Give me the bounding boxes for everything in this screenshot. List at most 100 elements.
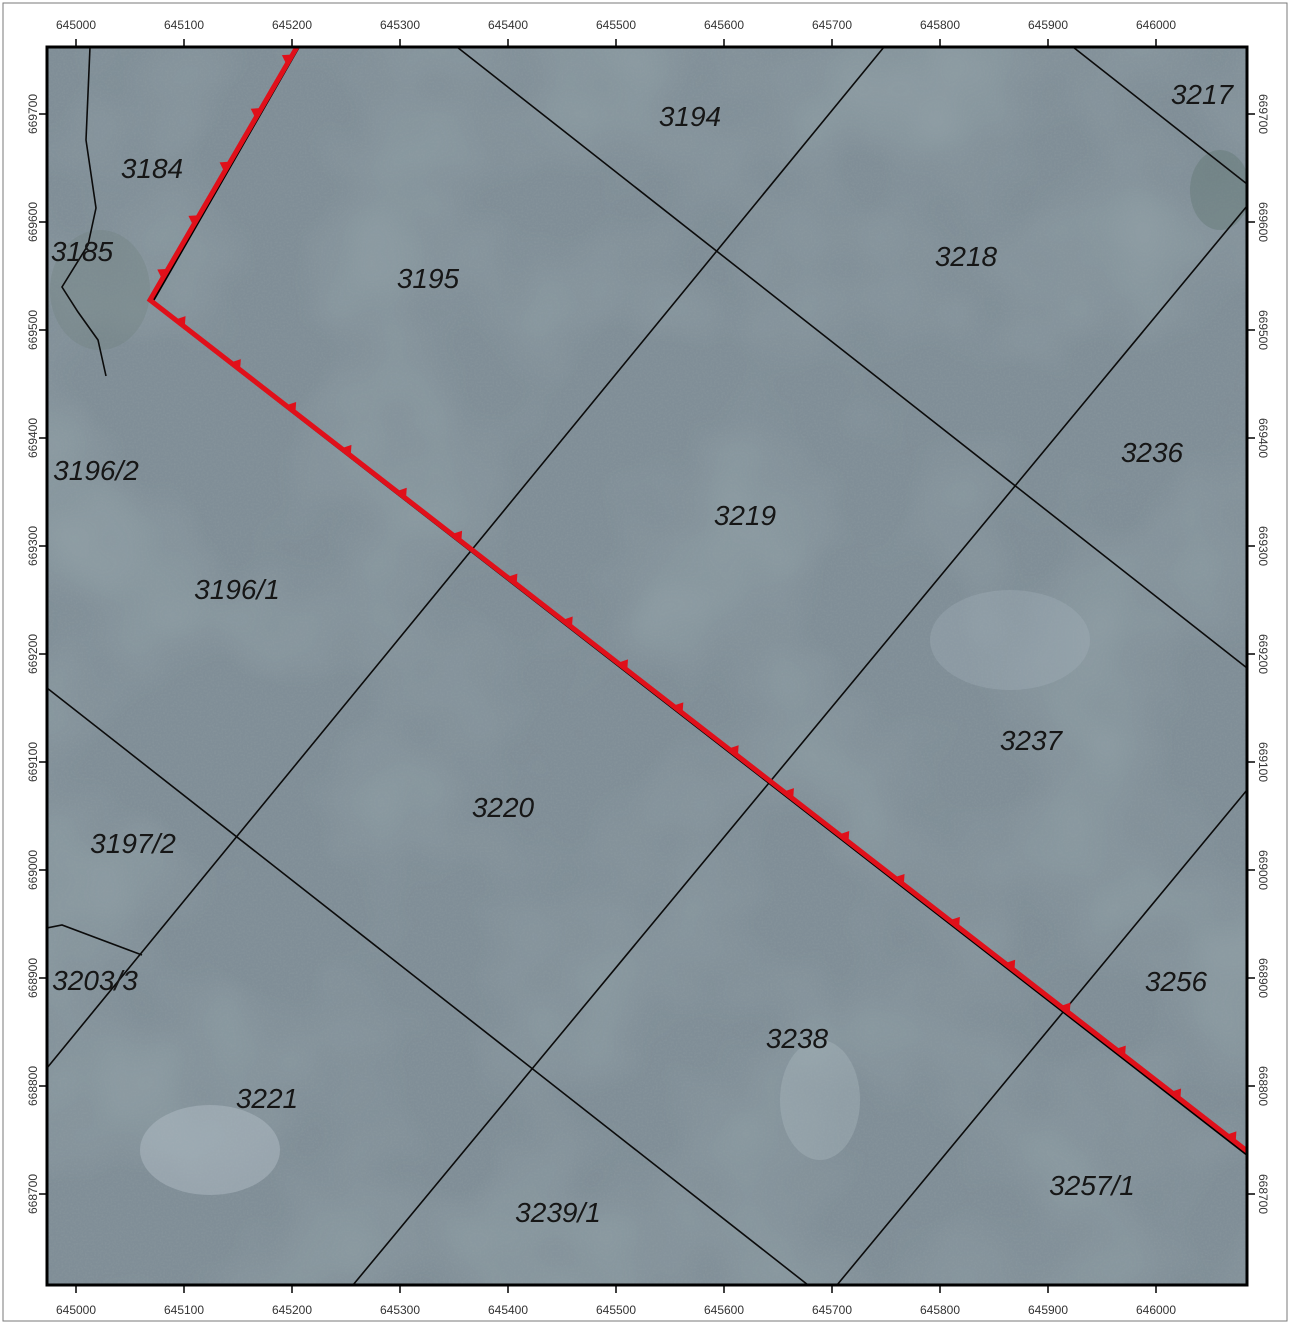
boundary-marker: [188, 215, 200, 226]
boundary-marker: [728, 745, 739, 757]
parcel-line: [47, 687, 809, 1285]
boundary-marker: [673, 702, 684, 714]
parcel-label-3217: 3217: [1171, 79, 1235, 110]
x-tick-label: 645100: [164, 18, 204, 32]
boundary-marker: [451, 530, 463, 542]
boundary-markers: [157, 54, 1237, 1143]
parcel-label-3239-1: 3239/1: [515, 1197, 601, 1228]
boundary-marker: [1226, 1131, 1237, 1143]
parcel-line: [1072, 47, 1247, 185]
y-tick-label: 669600: [1256, 202, 1270, 242]
y-tick-label: 668900: [1256, 958, 1270, 998]
parcel-label-3221: 3221: [236, 1083, 298, 1114]
x-tick-label: 645700: [812, 18, 852, 32]
parcel-line: [47, 47, 885, 1069]
parcel-line: [836, 789, 1247, 1285]
y-tick-label: 669500: [1256, 310, 1270, 350]
boundary-marker: [1170, 1088, 1182, 1100]
x-tick-label: 645200: [272, 1303, 312, 1317]
boundary-line: [146, 47, 1247, 1153]
x-tick-label: 645900: [1028, 1303, 1068, 1317]
parcel-label-3196-1: 3196/1: [194, 574, 280, 605]
boundary-marker: [507, 573, 518, 585]
parcel-label-3195: 3195: [397, 263, 460, 294]
y-tick-label: 669700: [1256, 94, 1270, 134]
y-tick-label: 669200: [1256, 634, 1270, 674]
boundary-marker: [396, 487, 407, 499]
parcel-label-3197-2: 3197/2: [90, 828, 176, 859]
x-tick-label: 645700: [812, 1303, 852, 1317]
parcel-label-3220: 3220: [472, 792, 535, 823]
parcel-label-3238: 3238: [766, 1023, 829, 1054]
parcel-label-3194: 3194: [659, 101, 721, 132]
x-tick-label: 645600: [704, 18, 744, 32]
boundary-marker: [230, 359, 241, 370]
x-tick-label: 645400: [488, 1303, 528, 1317]
boundary-marker: [783, 788, 794, 799]
x-tick-label: 645800: [920, 1303, 960, 1317]
parcel-label-3256: 3256: [1145, 966, 1208, 997]
y-tick-label: 669400: [1256, 418, 1270, 458]
boundary-marker: [1060, 1002, 1071, 1014]
parcel-label-3184: 3184: [121, 153, 183, 184]
x-tick-label: 645500: [596, 1303, 636, 1317]
y-tick-label: 669100: [1256, 742, 1270, 782]
boundary-marker: [250, 108, 262, 119]
parcel-line: [47, 924, 143, 956]
x-tick-label: 645300: [380, 18, 420, 32]
y-tick-label: 669000: [1256, 850, 1270, 890]
boundary-marker: [175, 316, 186, 327]
y-tick-label: 669700: [26, 94, 40, 134]
y-axis-left: 669700 669600 669500 669400 669300 66920…: [26, 94, 40, 1214]
y-tick-label: 669500: [26, 310, 40, 350]
boundary-marker: [1115, 1045, 1126, 1057]
y-tick-label: 668900: [26, 958, 40, 998]
boundary-marker: [157, 268, 169, 280]
parcel-lines: [47, 47, 1247, 1285]
y-tick-label: 668800: [26, 1066, 40, 1106]
boundary-marker: [281, 54, 293, 65]
y-tick-label: 669000: [26, 850, 40, 890]
property-boundary: [146, 47, 1247, 1156]
parcel-label-3257-1: 3257/1: [1049, 1170, 1135, 1201]
parcel-label-3196-2: 3196/2: [53, 455, 139, 486]
boundary-marker: [285, 401, 297, 413]
y-tick-label: 668700: [1256, 1174, 1270, 1214]
parcel-label-3203-3: 3203/3: [52, 965, 138, 996]
y-tick-label: 668700: [26, 1174, 40, 1214]
x-tick-label: 645500: [596, 18, 636, 32]
x-axis-bottom: 645000 645100 645200 645300 645400 64550…: [56, 1303, 1176, 1317]
x-tick-label: 645200: [272, 18, 312, 32]
parcel-label-3237: 3237: [1000, 725, 1064, 756]
boundary-marker: [1004, 959, 1016, 971]
y-tick-label: 669300: [1256, 526, 1270, 566]
parcel-line: [456, 47, 1247, 669]
x-tick-label: 646000: [1136, 1303, 1176, 1317]
x-tick-label: 645100: [164, 1303, 204, 1317]
parcel-line: [61, 47, 107, 377]
x-tick-label: 646000: [1136, 18, 1176, 32]
tick-marks: [39, 39, 1255, 1293]
boundary-marker: [219, 161, 231, 173]
y-tick-label: 668800: [1256, 1066, 1270, 1106]
y-tick-label: 669100: [26, 742, 40, 782]
parcel-label-3219: 3219: [714, 500, 776, 531]
boundary-marker: [562, 616, 573, 628]
y-tick-label: 669600: [26, 202, 40, 242]
map-frame: [45, 45, 1249, 1287]
boundary-marker: [949, 916, 960, 928]
y-tick-label: 669200: [26, 634, 40, 674]
x-tick-label: 645300: [380, 1303, 420, 1317]
boundary-marker: [617, 659, 629, 671]
x-tick-label: 645600: [704, 1303, 744, 1317]
aerial-imagery: [47, 47, 1247, 1285]
parcel-label-3185: 3185: [51, 236, 114, 267]
x-axis-top: 645000 645100 645200 645300 645400 64550…: [56, 18, 1176, 32]
y-tick-label: 669400: [26, 418, 40, 458]
x-tick-label: 645000: [56, 18, 96, 32]
x-tick-label: 645000: [56, 1303, 96, 1317]
boundary-marker: [341, 444, 352, 456]
